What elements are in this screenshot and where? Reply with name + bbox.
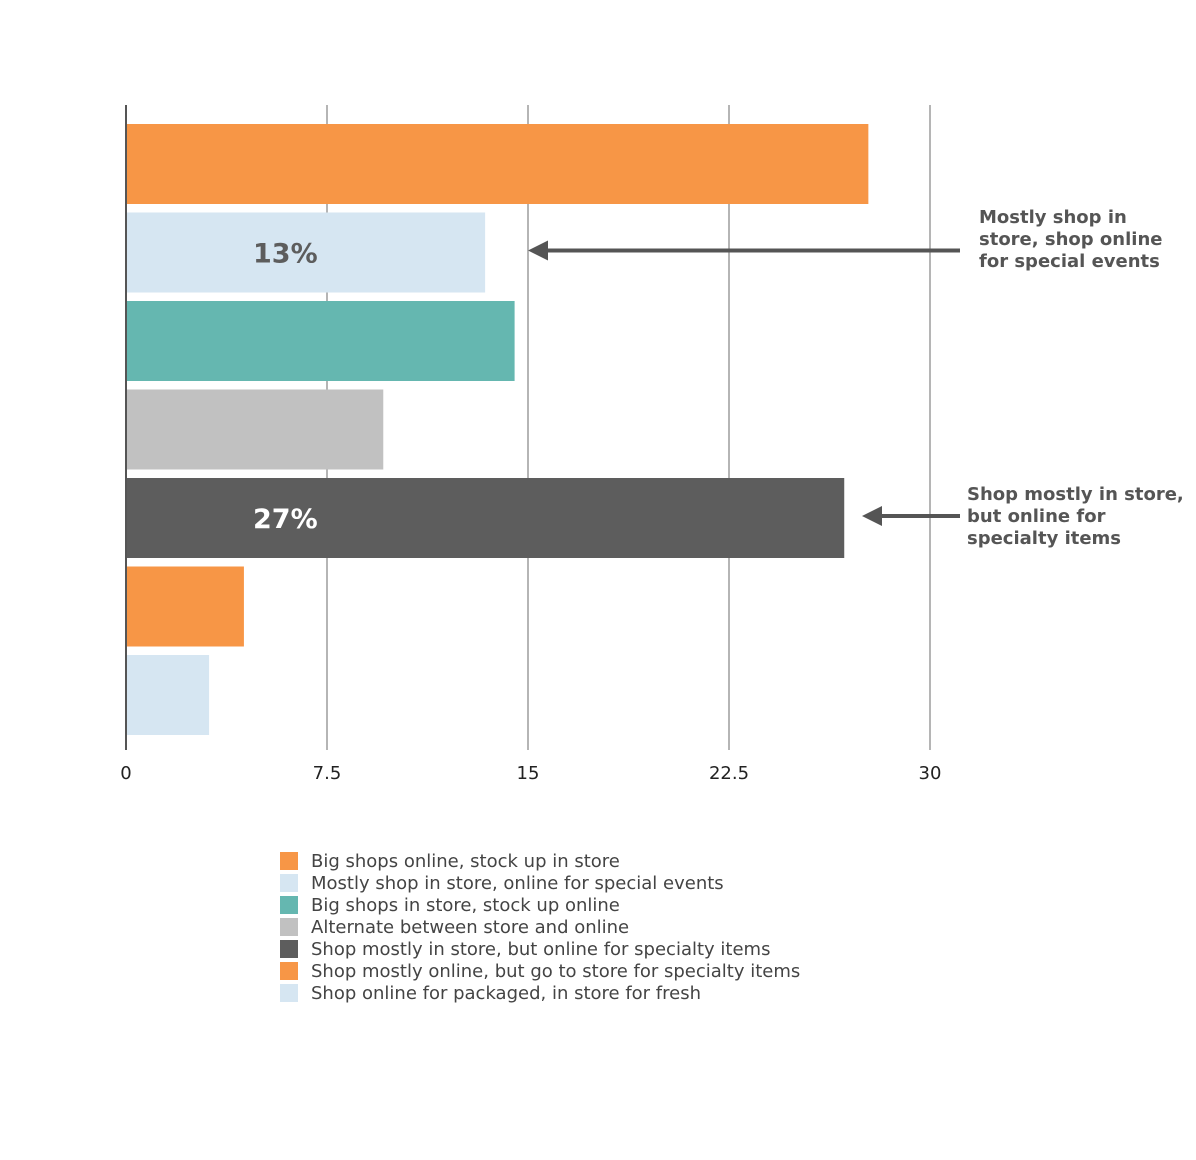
x-tick-label: 22.5 <box>709 763 749 784</box>
bar <box>126 566 244 647</box>
legend-item: Mostly shop in store, online for special… <box>280 872 800 894</box>
bar-data-label: 13% <box>253 239 318 270</box>
legend-item: Big shops online, stock up in store <box>280 850 800 872</box>
legend: Big shops online, stock up in store Mostl… <box>280 850 800 1004</box>
x-tick-labels: 0 7.5 15 22.5 30 <box>120 763 941 784</box>
x-tick-label: 0 <box>120 763 131 784</box>
annotation-arrowhead <box>862 506 882 526</box>
legend-label: Big shops online, stock up in store <box>311 850 620 872</box>
bars <box>126 124 869 735</box>
legend-swatch <box>280 984 298 1002</box>
legend-item: Big shops in store, stock up online <box>280 894 800 916</box>
legend-item: Shop mostly in store, but online for spe… <box>280 938 800 960</box>
bar <box>126 212 486 293</box>
legend-swatch <box>280 962 298 980</box>
annotation-special-events: Mostly shop in store, shop online for sp… <box>979 207 1163 272</box>
legend-swatch <box>280 918 298 936</box>
legend-swatch <box>280 874 298 892</box>
legend-item: Alternate between store and online <box>280 916 800 938</box>
x-tick-label: 15 <box>517 763 540 784</box>
legend-item: Shop mostly online, but go to store for … <box>280 960 800 982</box>
bar-data-label: 27% <box>253 504 318 535</box>
legend-label: Shop online for packaged, in store for f… <box>311 982 702 1004</box>
legend-swatch <box>280 852 298 870</box>
bar <box>126 124 869 204</box>
legend-label: Shop mostly online, but go to store for … <box>311 960 801 982</box>
bar <box>126 655 210 735</box>
legend-label: Alternate between store and online <box>311 916 630 938</box>
legend-swatch <box>280 896 298 914</box>
bar <box>126 301 515 381</box>
bar-labels: 13% 27% <box>253 239 318 536</box>
bar <box>126 478 845 558</box>
bar <box>126 389 384 470</box>
legend-label: Big shops in store, stock up online <box>311 894 620 916</box>
x-tick-label: 30 <box>919 763 942 784</box>
legend-item: Shop online for packaged, in store for f… <box>280 982 800 1004</box>
annotation-arrows <box>528 240 960 526</box>
legend-swatch <box>280 940 298 958</box>
x-tick-label: 7.5 <box>313 763 342 784</box>
annotation-specialty-items: Shop mostly in store, but online for spe… <box>967 484 1184 549</box>
annotation-arrowhead <box>528 240 548 261</box>
legend-label: Shop mostly in store, but online for spe… <box>311 938 771 960</box>
legend-label: Mostly shop in store, online for special… <box>311 872 724 894</box>
